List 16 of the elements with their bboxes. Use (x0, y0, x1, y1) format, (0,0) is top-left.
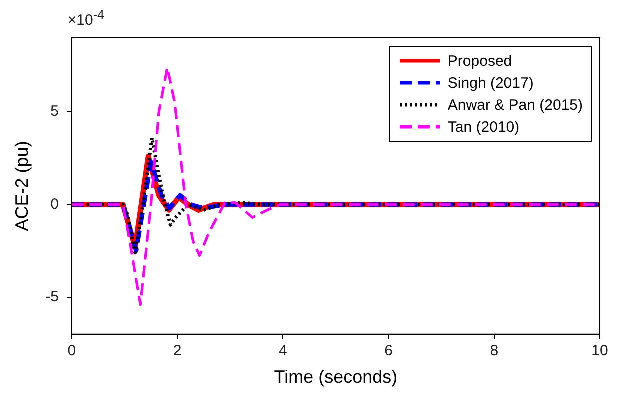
x-axis-title: Time (seconds) (274, 367, 398, 388)
x-tick-label: 2 (173, 342, 182, 360)
legend-label: Tan (2010) (448, 118, 520, 136)
x-tick-label: 4 (278, 342, 288, 360)
x-tick-label: 8 (490, 342, 499, 360)
x-tick-label: 10 (592, 342, 608, 360)
y-tick-label: 5 (50, 103, 59, 120)
legend-label: Singh (2017) (448, 74, 534, 92)
y-tick-label: 0 (50, 196, 59, 213)
x-tick-label: 0 (68, 342, 76, 360)
y-axis-title: ACE-2 (pu) (12, 141, 32, 232)
x-tick-label: 6 (384, 342, 393, 360)
y-tick-label: -5 (46, 288, 59, 306)
text: ×10$^{-4}$ (68, 8, 104, 29)
legend-label: Proposed (448, 52, 512, 70)
legend-label: Anwar & Pan (2015) (448, 96, 583, 114)
